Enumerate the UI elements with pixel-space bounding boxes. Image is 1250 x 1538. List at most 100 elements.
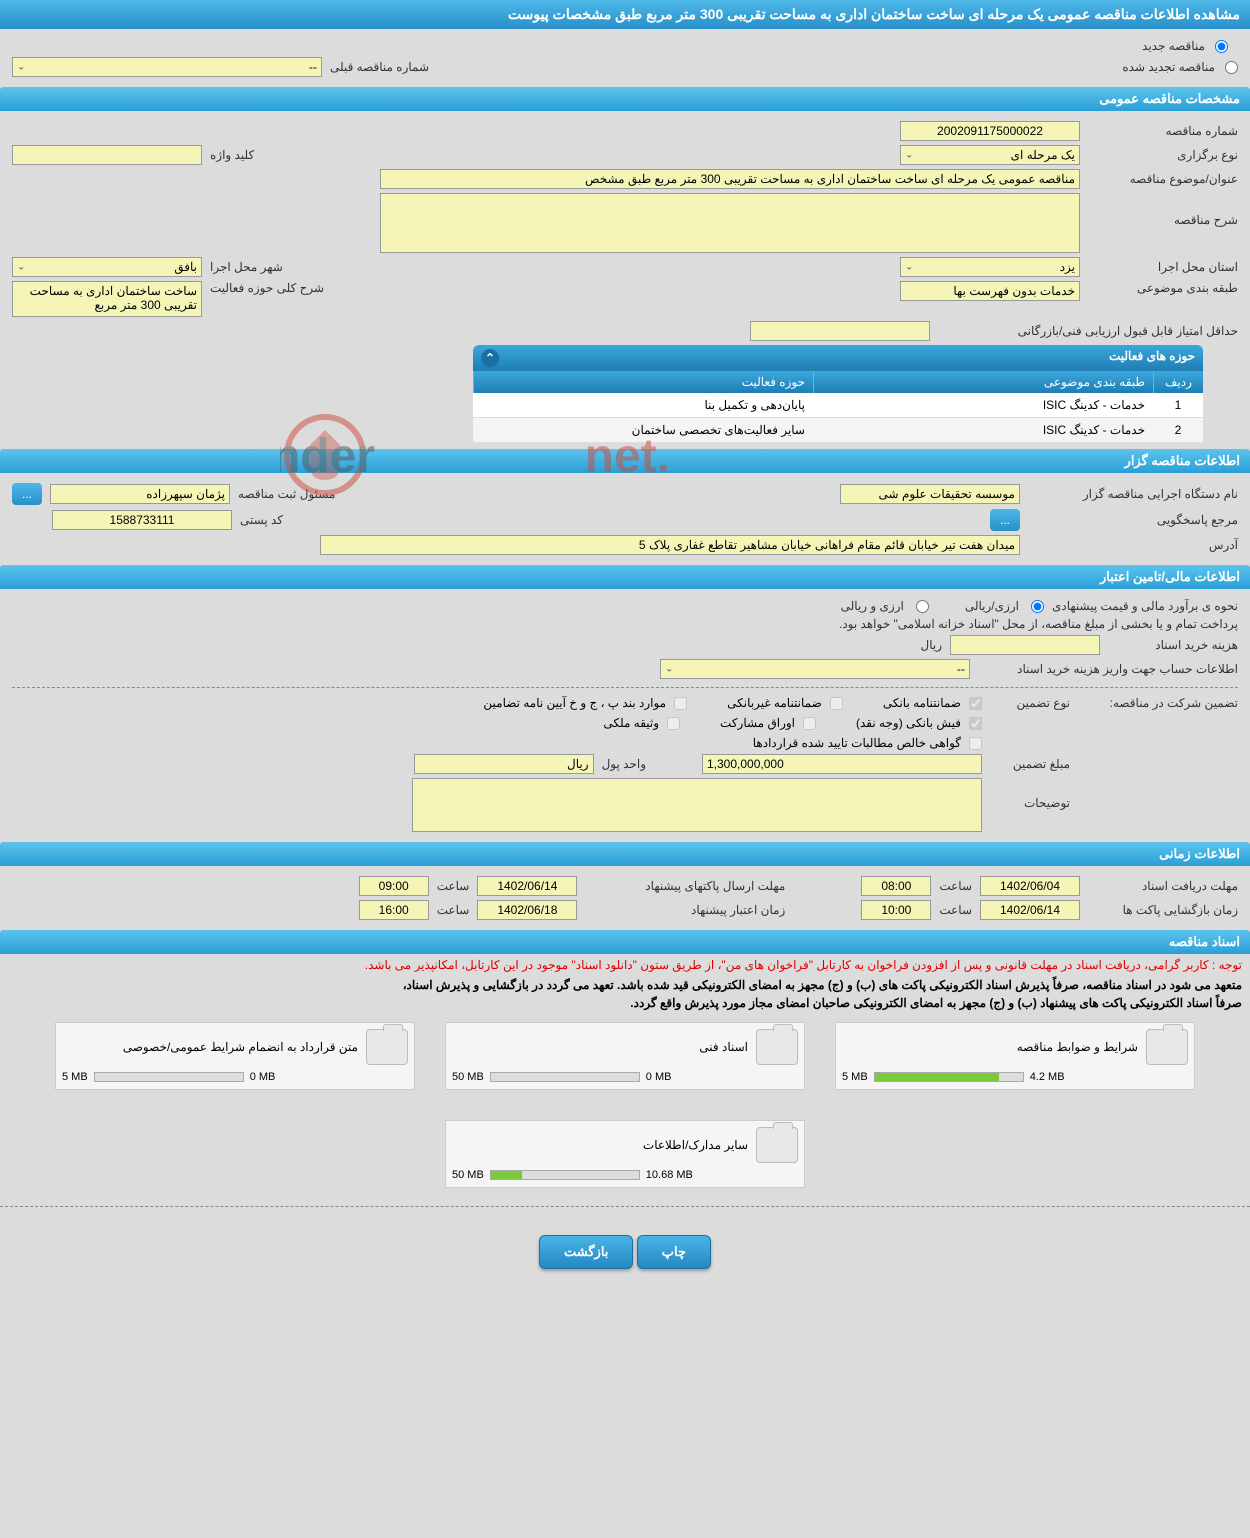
divider bbox=[0, 1206, 1250, 1207]
chevron-down-icon: ⌄ bbox=[905, 262, 913, 273]
label-number: شماره مناقصه bbox=[1088, 124, 1238, 138]
input-guarantee-amount[interactable] bbox=[702, 754, 982, 774]
select-tender-type[interactable]: یک مرحله ای ⌄ bbox=[900, 145, 1080, 165]
doc-used: 0 MB bbox=[646, 1071, 672, 1083]
chk-confirmed-claims[interactable] bbox=[969, 737, 982, 750]
radio-new-tender[interactable] bbox=[1215, 40, 1228, 53]
chk-bank-guarantee[interactable] bbox=[969, 697, 982, 710]
label-property-deed: وثیقه ملکی bbox=[603, 716, 659, 730]
input-responsible[interactable] bbox=[50, 484, 230, 504]
chevron-down-icon: ⌄ bbox=[17, 262, 25, 273]
doc-total: 50 MB bbox=[452, 1071, 484, 1083]
progress-bar bbox=[94, 1072, 244, 1082]
label-opening: زمان بازگشایی پاکت ها bbox=[1088, 903, 1238, 917]
label-province: استان محل اجرا bbox=[1088, 260, 1238, 274]
label-nonbank-guarantee: ضمانتنامه غیربانکی bbox=[727, 696, 822, 710]
print-button[interactable]: چاپ bbox=[637, 1235, 711, 1269]
label-contact: مرجع پاسخگویی bbox=[1028, 513, 1238, 527]
section-header-organizer: اطلاعات مناقصه گزار bbox=[0, 449, 1250, 473]
label-type: نوع برگزاری bbox=[1088, 148, 1238, 162]
general-section: شماره مناقصه نوع برگزاری یک مرحله ای ⌄ ک… bbox=[0, 111, 1250, 449]
label-explanation: توضیحات bbox=[990, 778, 1070, 810]
input-receive-time[interactable] bbox=[861, 876, 931, 896]
label-participation-bonds: اوراق مشارکت bbox=[720, 716, 795, 730]
input-receive-date[interactable] bbox=[980, 876, 1080, 896]
input-validity-time[interactable] bbox=[359, 900, 429, 920]
progress-bar bbox=[490, 1170, 640, 1180]
textarea-description[interactable] bbox=[380, 193, 1080, 253]
input-doc-cost[interactable] bbox=[950, 635, 1100, 655]
input-currency[interactable] bbox=[414, 754, 594, 774]
label-confirmed-claims: گواهی خالص مطالبات تایید شده قراردادها bbox=[753, 736, 961, 750]
textarea-activity-general[interactable]: ساخت ساختمان اداری به مساحت تقریبی 300 م… bbox=[12, 281, 202, 317]
input-keyword[interactable] bbox=[12, 145, 202, 165]
label-validity-time: ساعت bbox=[437, 903, 470, 917]
label-bylaw-cases: موارد بند پ ، ج و خ آیین نامه تضامین bbox=[483, 696, 666, 710]
doc-card[interactable]: متن قرارداد به انضمام شرایط عمومی/خصوصی … bbox=[55, 1022, 415, 1090]
radio-renewed-tender[interactable] bbox=[1225, 61, 1238, 74]
back-button[interactable]: بازگشت bbox=[539, 1235, 633, 1269]
contact-button[interactable]: ... bbox=[990, 509, 1020, 531]
collapse-icon[interactable]: ⌃ bbox=[481, 349, 499, 367]
label-rial: ارزی/ریالی bbox=[965, 599, 1019, 613]
label-city: شهر محل اجرا bbox=[210, 260, 283, 274]
table-row: 2 خدمات - کدینگ ISIC سایر فعالیت‌های تخص… bbox=[473, 418, 1203, 443]
doc-card[interactable]: شرایط و ضوابط مناقصه 5 MB 4.2 MB bbox=[835, 1022, 1195, 1090]
input-subject[interactable] bbox=[380, 169, 1080, 189]
label-guarantee-amount: مبلغ تضمین bbox=[990, 757, 1070, 771]
doc-title: متن قرارداد به انضمام شرایط عمومی/خصوصی bbox=[62, 1040, 358, 1054]
label-category: طبقه بندی موضوعی bbox=[1088, 281, 1238, 295]
chevron-down-icon: ⌄ bbox=[905, 150, 913, 161]
label-guarantee-type: نوع تضمین bbox=[990, 696, 1070, 710]
chk-property-deed[interactable] bbox=[667, 717, 680, 730]
chk-nonbank-guarantee[interactable] bbox=[830, 697, 843, 710]
label-renewed-tender: مناقصه تجدید شده bbox=[1122, 60, 1215, 74]
section-header-general: مشخصات مناقصه عمومی bbox=[0, 87, 1250, 111]
label-subject: عنوان/موضوع مناقصه bbox=[1088, 172, 1238, 186]
input-tender-number[interactable] bbox=[900, 121, 1080, 141]
folder-icon bbox=[756, 1029, 798, 1065]
more-responsible-button[interactable]: ... bbox=[12, 483, 42, 505]
input-submit-time[interactable] bbox=[359, 876, 429, 896]
folder-icon bbox=[366, 1029, 408, 1065]
doc-card[interactable]: سایر مدارک/اطلاعات 50 MB 10.68 MB bbox=[445, 1120, 805, 1188]
col-header-row: ردیف bbox=[1153, 371, 1203, 393]
chk-bank-receipt[interactable] bbox=[969, 717, 982, 730]
input-category[interactable] bbox=[900, 281, 1080, 301]
select-prev-number[interactable]: -- ⌄ bbox=[12, 57, 322, 77]
radio-rial[interactable] bbox=[1031, 600, 1044, 613]
chk-participation-bonds[interactable] bbox=[803, 717, 816, 730]
divider bbox=[12, 687, 1238, 688]
select-city[interactable]: بافق ⌄ bbox=[12, 257, 202, 277]
label-postal: کد پستی bbox=[240, 513, 283, 527]
input-org[interactable] bbox=[840, 484, 1020, 504]
textarea-explanation[interactable] bbox=[412, 778, 982, 832]
label-keyword: کلید واژه bbox=[210, 148, 254, 162]
doc-title: اسناد فنی bbox=[452, 1040, 748, 1054]
label-submit-time: ساعت bbox=[437, 879, 470, 893]
col-header-area: حوزه فعالیت bbox=[473, 371, 813, 393]
doc-total: 5 MB bbox=[842, 1071, 868, 1083]
chevron-down-icon: ⌄ bbox=[665, 664, 673, 675]
label-bank-receipt: فیش بانکی (وجه نقد) bbox=[856, 716, 961, 730]
chk-bylaw-cases[interactable] bbox=[674, 697, 687, 710]
input-address[interactable] bbox=[320, 535, 1020, 555]
label-validity: زمان اعتبار پیشنهاد bbox=[585, 903, 785, 917]
progress-bar bbox=[874, 1072, 1024, 1082]
radio-both[interactable] bbox=[916, 600, 929, 613]
input-submit-date[interactable] bbox=[477, 876, 577, 896]
folder-icon bbox=[756, 1127, 798, 1163]
input-min-score[interactable] bbox=[750, 321, 930, 341]
doc-total: 50 MB bbox=[452, 1169, 484, 1181]
input-opening-date[interactable] bbox=[980, 900, 1080, 920]
select-account-info[interactable]: -- ⌄ bbox=[660, 659, 970, 679]
input-validity-date[interactable] bbox=[477, 900, 577, 920]
button-row: چاپ بازگشت bbox=[0, 1215, 1250, 1289]
select-province[interactable]: یزد ⌄ bbox=[900, 257, 1080, 277]
doc-card[interactable]: اسناد فنی 50 MB 0 MB bbox=[445, 1022, 805, 1090]
label-responsible: مسئول ثبت مناقصه bbox=[238, 487, 335, 501]
doc-title: سایر مدارک/اطلاعات bbox=[452, 1138, 748, 1152]
input-opening-time[interactable] bbox=[861, 900, 931, 920]
input-postal[interactable] bbox=[52, 510, 232, 530]
label-address: آدرس bbox=[1028, 538, 1238, 552]
